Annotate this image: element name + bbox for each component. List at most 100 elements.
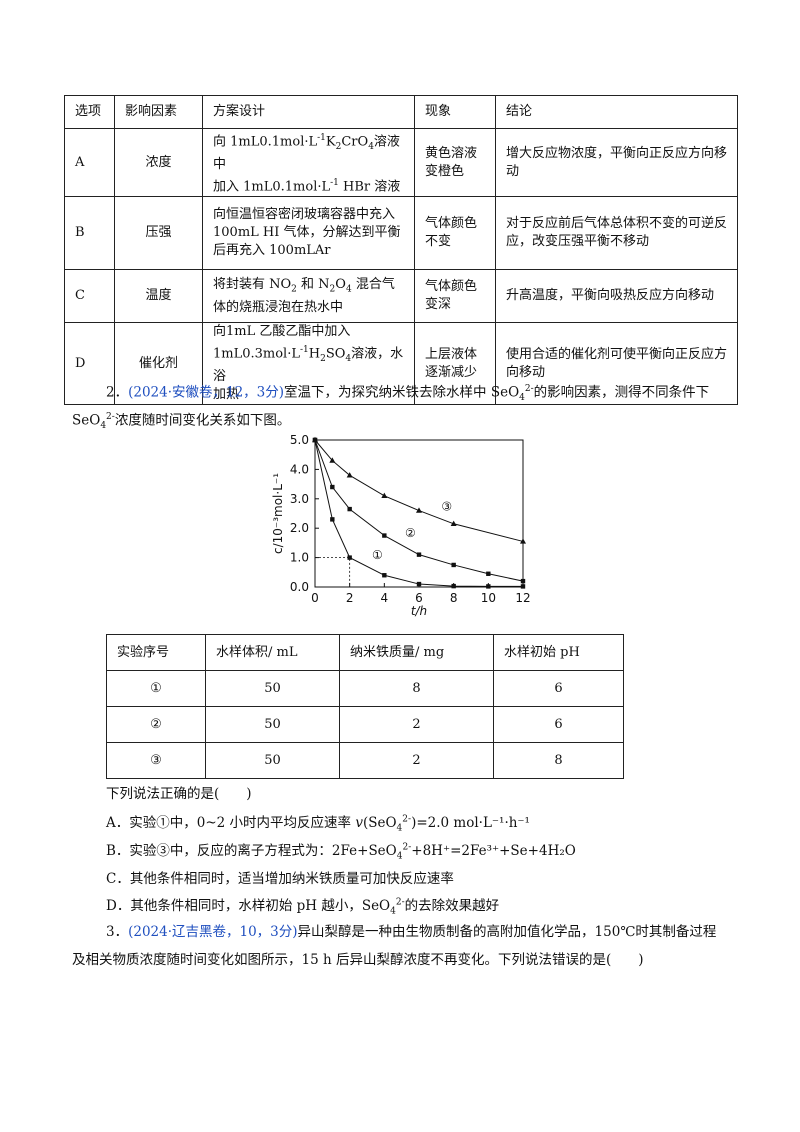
x-axis-label: t/h xyxy=(411,604,427,618)
guide-line xyxy=(315,557,351,587)
data-point xyxy=(312,436,318,443)
q3-stem-line1: 3．(2024·辽吉黑卷，10，3分)异山梨醇是一种由生物质制备的高附加值化学品… xyxy=(106,924,717,940)
table-cell: ③ xyxy=(106,742,206,779)
table-row: ② 50 2 6 xyxy=(106,706,624,743)
data-point xyxy=(486,571,491,576)
table-row: ③ 50 2 8 xyxy=(106,742,624,779)
y-axis-label: c/10⁻³mol·L⁻¹ xyxy=(271,473,285,554)
x-tick-label: 4 xyxy=(381,591,389,605)
table-header-row: 实验序号 水样体积/ mL 纳米铁质量/ mg 水样初始 pH xyxy=(106,634,624,671)
data-point xyxy=(346,472,353,478)
plot-area-border xyxy=(314,439,524,588)
x-tick-label: 6 xyxy=(415,591,423,605)
q2-question: 下列说法正确的是( ) xyxy=(106,786,252,802)
series-line xyxy=(314,439,524,582)
design-cell: 向恒温恒容密闭玻璃容器中充入100mL HI 气体，分解达到平衡后再充入 100… xyxy=(202,196,415,271)
option-a[interactable]: A．实验①中，0~2 小时内平均反应速率 v(SeO42-)=2.0 mol·L… xyxy=(106,814,530,834)
option-cell: B xyxy=(64,196,115,271)
header-cell: 水样体积/ mL xyxy=(205,634,340,671)
data-point xyxy=(330,517,335,522)
y-tick-label: 4.0 xyxy=(290,462,309,476)
table-cell: 50 xyxy=(205,742,340,779)
data-point xyxy=(520,578,526,584)
factor-cell: 压强 xyxy=(114,196,203,271)
conditions-table: 选项 影响因素 方案设计 现象 结论 A 浓度 向 1mL0.1mol·L-1K… xyxy=(64,95,738,406)
header-cell: 现象 xyxy=(414,95,496,129)
conclusion-cell: 增大反应物浓度，平衡向正反应方向移动 xyxy=(495,127,738,198)
table-cell: 6 xyxy=(493,670,624,707)
conclusion-cell: 升高温度，平衡向吸热反应方向移动 xyxy=(495,269,738,324)
table-row: B 压强 向恒温恒容密闭玻璃容器中充入100mL HI 气体，分解达到平衡后再充… xyxy=(64,196,738,271)
concentration-time-chart: 0 2 4 6 8 10 12 0.0 1.0 2.0 3.0 4.0 5.0 ① ② ③ t/h c/10… xyxy=(271,433,531,618)
phenomenon-cell: 上层液体 逐渐减少 xyxy=(414,322,496,406)
data-point xyxy=(382,573,387,578)
y-tick-label: 3.0 xyxy=(290,492,309,506)
header-cell: 方案设计 xyxy=(202,95,415,129)
data-point xyxy=(451,583,456,589)
option-b[interactable]: B．实验③中，反应的离子方程式为：2Fe+SeO42-+8H⁺=2Fe³⁺+Se… xyxy=(106,842,576,862)
table-cell: 8 xyxy=(493,742,624,779)
option-cell: C xyxy=(64,269,115,324)
phenomenon-cell: 气体颜色 变深 xyxy=(414,269,496,324)
option-cell: A xyxy=(64,127,115,198)
table-cell: 6 xyxy=(493,706,624,743)
axis-ticks: 0 2 4 6 8 10 12 0.0 1.0 2.0 3.0 4.0 5.0 xyxy=(290,433,531,605)
header-cell: 影响因素 xyxy=(114,95,203,129)
x-tick-label: 12 xyxy=(515,591,530,605)
option-cell: D xyxy=(64,322,115,406)
data-point xyxy=(451,562,456,568)
design-line: 加热 xyxy=(213,387,240,403)
data-point xyxy=(329,457,336,463)
header-cell: 实验序号 xyxy=(106,634,206,671)
x-tick-label: 8 xyxy=(450,591,458,605)
q2-stem-line2: SeO42-浓度随时间变化关系如下图。 xyxy=(72,412,291,432)
series-label: ② xyxy=(405,526,416,540)
q3-stem-line2: 及相关物质浓度随时间变化如图所示，15 h 后异山梨醇浓度不再变化。下列说法错误… xyxy=(72,952,644,968)
series-label: ① xyxy=(372,548,383,562)
y-tick-label: 5.0 xyxy=(290,433,309,447)
factor-cell: 浓度 xyxy=(114,127,203,198)
y-tick-label: 1.0 xyxy=(290,551,309,565)
factor-cell: 温度 xyxy=(114,269,203,324)
data-point xyxy=(416,507,422,513)
y-tick-label: 0.0 xyxy=(290,580,309,594)
header-cell: 结论 xyxy=(495,95,738,129)
q3-source: (2024·辽吉黑卷，10，3分) xyxy=(128,924,298,940)
design-line: 加入 1mL0.1mol·L-1 HBr 溶液 xyxy=(213,177,401,195)
header-cell: 水样初始 pH xyxy=(493,634,624,671)
chart-series xyxy=(312,436,526,589)
table-row: C 温度 将封装有 NO2 和 N2O4 混合气体的烧瓶浸泡在热水中 气体颜色 … xyxy=(64,269,738,324)
series-labels: ① ② ③ xyxy=(372,500,452,563)
option-c[interactable]: C．其他条件相同时，适当增加纳米铁质量可加快反应速率 xyxy=(106,871,454,887)
data-point xyxy=(347,506,352,512)
design-line: 向1mL 乙酸乙酯中加入 xyxy=(213,324,351,340)
table-row: ① 50 8 6 xyxy=(106,670,624,707)
conclusion-cell: 使用合适的催化剂可使平衡向正反应方向移动 xyxy=(495,322,738,406)
series-line xyxy=(314,439,523,587)
x-tick-label: 2 xyxy=(346,591,354,605)
design-cell: 向 1mL0.1mol·L-1K2CrO4溶液中 加入 1mL0.1mol·L-… xyxy=(202,127,415,198)
header-cell: 纳米铁质量/ mg xyxy=(339,634,494,671)
phenomenon-cell: 黄色溶液 变橙色 xyxy=(414,127,496,198)
header-cell: 选项 xyxy=(64,95,115,129)
conclusion-cell: 对于反应前后气体总体积不变的可逆反应，改变压强平衡不移动 xyxy=(495,196,738,271)
experiment-table: 实验序号 水样体积/ mL 纳米铁质量/ mg 水样初始 pH ① 50 8 6… xyxy=(106,634,624,779)
table-row: D 催化剂 向1mL 乙酸乙酯中加入 1mL0.3mol·L-1H2SO4溶液，… xyxy=(64,322,738,406)
data-point xyxy=(416,581,422,587)
option-d[interactable]: D．其他条件相同时，水样初始 pH 越小，SeO42-的去除效果越好 xyxy=(106,897,500,917)
table-cell: 50 xyxy=(205,706,340,743)
design-line: 向 1mL0.1mol·L-1K2CrO4溶液中 xyxy=(213,133,400,172)
q2-stem-line1: 2．(2024·安徽卷，12，3分)室温下，为探究纳米铁去除水样中 SeO42-… xyxy=(106,384,710,404)
table-cell: 8 xyxy=(339,670,494,707)
table-cell: 2 xyxy=(339,742,494,779)
data-point xyxy=(520,538,526,544)
data-point xyxy=(450,520,457,526)
data-point xyxy=(347,555,352,560)
table-cell: 2 xyxy=(339,706,494,743)
data-point xyxy=(416,552,422,557)
table-cell: ① xyxy=(106,670,206,707)
x-tick-label: 0 xyxy=(311,591,319,605)
data-point xyxy=(486,584,491,589)
data-point xyxy=(381,492,388,499)
table-header-row: 选项 影响因素 方案设计 现象 结论 xyxy=(64,95,738,129)
